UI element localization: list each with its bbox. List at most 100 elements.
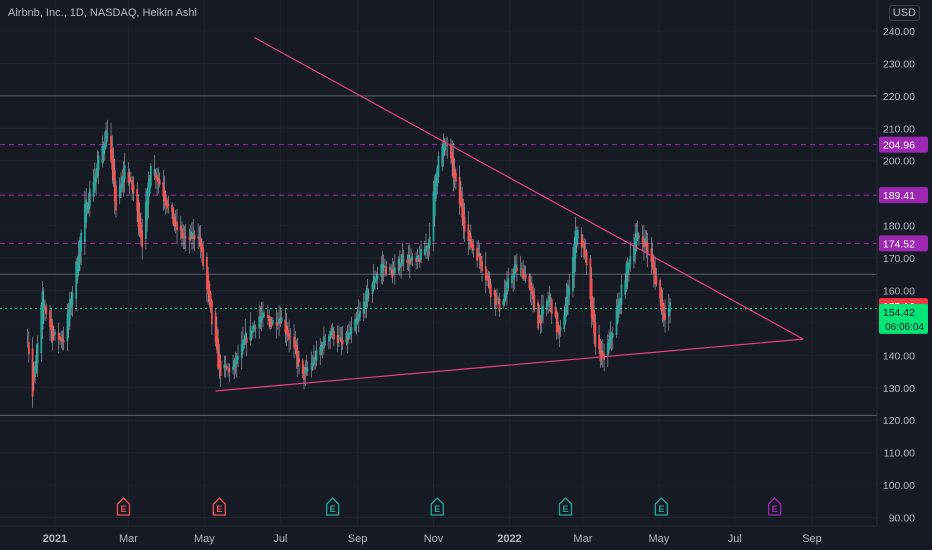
candle-body xyxy=(101,145,104,163)
candle-body xyxy=(263,315,266,316)
candle-body xyxy=(641,236,644,243)
candle-body xyxy=(367,293,370,295)
candle-body xyxy=(197,236,200,238)
candle-body xyxy=(574,230,577,259)
candle-body xyxy=(600,351,603,353)
candle-body xyxy=(547,300,549,306)
candle-body xyxy=(463,216,466,232)
candle-body xyxy=(106,133,109,139)
candle-body xyxy=(35,355,38,372)
candle-body xyxy=(382,266,385,268)
candle-body xyxy=(611,333,614,337)
candle-body xyxy=(227,367,229,369)
candle-body xyxy=(615,310,618,335)
earnings-marker[interactable]: E xyxy=(212,497,226,516)
candle-body xyxy=(137,199,140,228)
candle-body xyxy=(140,222,142,239)
earnings-marker[interactable]: E xyxy=(654,497,668,516)
candle-body xyxy=(147,182,150,205)
candle-body xyxy=(374,280,376,283)
candle-body xyxy=(111,148,114,170)
candle-body xyxy=(575,231,578,245)
candle-body xyxy=(224,366,227,368)
candle-body xyxy=(539,317,542,324)
candle-body xyxy=(36,343,39,364)
price-tick-label: 240.00 xyxy=(883,26,915,38)
earnings-marker[interactable]: E xyxy=(430,497,444,516)
earnings-marker[interactable]: E xyxy=(326,497,340,516)
candle-body xyxy=(398,264,401,269)
symbol-title[interactable]: Airbnb, Inc., 1D, NASDAQ, Heikin Ashi xyxy=(8,7,197,19)
candle-body xyxy=(252,325,254,333)
candle-body xyxy=(506,281,508,295)
candle-body xyxy=(435,174,437,199)
candle-body xyxy=(477,252,480,255)
candle-body xyxy=(95,169,97,183)
earnings-marker[interactable]: E xyxy=(767,497,782,516)
candle-body xyxy=(209,292,212,310)
candle-body xyxy=(589,258,592,300)
candle-body xyxy=(385,266,388,275)
candle-body xyxy=(545,301,548,310)
candle-body xyxy=(324,340,327,343)
candle-body xyxy=(520,268,523,270)
candle-body xyxy=(44,305,46,309)
candle-body xyxy=(529,282,532,291)
candle-body xyxy=(103,143,106,151)
candle-body xyxy=(350,327,353,335)
candle-body xyxy=(620,284,623,305)
earnings-marker-label: E xyxy=(772,504,778,514)
candle-body xyxy=(188,236,191,240)
candle-body xyxy=(171,204,173,212)
candle-body xyxy=(410,259,412,262)
candle-body xyxy=(144,201,147,239)
candle-body xyxy=(507,278,510,289)
level-price-tag-text: 189.41 xyxy=(883,190,915,202)
candle-body xyxy=(564,307,567,323)
trendline xyxy=(253,36,804,340)
candle-body xyxy=(176,221,178,231)
currency-button[interactable]: USD xyxy=(888,5,920,21)
candle-body xyxy=(494,292,497,306)
candle-body xyxy=(336,335,339,344)
price-tick-label: 200.00 xyxy=(883,156,915,168)
trendlines[interactable] xyxy=(215,36,804,392)
candle-body xyxy=(329,330,332,339)
candle-body xyxy=(97,155,100,170)
candle-body xyxy=(502,300,505,306)
candle-body xyxy=(651,255,654,268)
candle-body xyxy=(532,290,535,300)
candle-body xyxy=(262,312,264,318)
candle-body xyxy=(225,366,228,369)
candle-body xyxy=(319,346,322,356)
candle-body xyxy=(201,243,203,253)
candle-body xyxy=(286,329,289,336)
candle-body xyxy=(608,338,610,350)
candle-body xyxy=(400,262,403,267)
candle-body xyxy=(504,290,507,299)
candle-body xyxy=(232,366,234,371)
price-tick-label: 110.00 xyxy=(884,448,915,460)
candle-body xyxy=(269,318,272,328)
earnings-marker-label: E xyxy=(562,504,568,514)
earnings-marker[interactable]: E xyxy=(116,497,131,516)
price-tick-label: 90.00 xyxy=(889,513,915,525)
candle-body xyxy=(391,269,394,278)
candle-body xyxy=(120,183,122,193)
price-tick-label: 220.00 xyxy=(883,91,915,103)
candle-body xyxy=(235,355,238,364)
candle-body xyxy=(461,198,464,217)
candle-body xyxy=(459,190,462,207)
candle-body xyxy=(305,367,308,372)
time-axis[interactable]: 2021 Mar May Jul Sep Nov 2022 Mar May Jul Sep xyxy=(0,525,877,545)
candle-body xyxy=(638,235,640,238)
candle-body xyxy=(469,235,472,248)
price-axis[interactable]: 240.00230.00220.00210.00200.00190.00180.… xyxy=(876,0,932,550)
candle-body xyxy=(146,189,149,221)
candle-body xyxy=(618,298,620,314)
earnings-marker[interactable]: E xyxy=(558,497,573,516)
candle-body xyxy=(320,344,323,352)
